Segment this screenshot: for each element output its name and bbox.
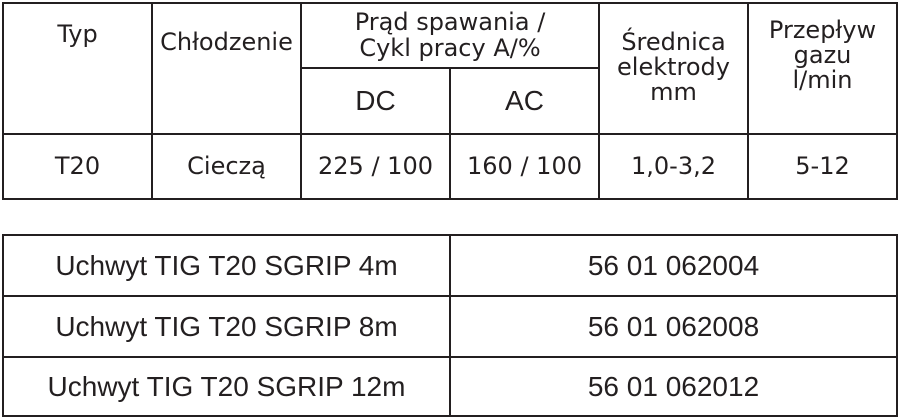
cell-ac: 160 / 100 <box>449 133 600 200</box>
header-current-line2: Cykl pracy A/% <box>359 33 541 62</box>
product-name: Uchwyt TIG T20 SGRIP 8m <box>55 310 398 342</box>
header-gas-line2: gazu <box>793 41 852 70</box>
cell-gas-text: 5-12 <box>795 151 850 180</box>
cell-type-text: T20 <box>54 151 101 180</box>
header-current-line1: Prąd spawania / <box>354 8 546 37</box>
header-gas-line3: l/min <box>792 66 853 95</box>
header-electrode-line1: Średnica <box>621 28 726 56</box>
product-name: Uchwyt TIG T20 SGRIP 12m <box>47 370 406 402</box>
header-dc: DC <box>300 67 451 135</box>
header-ac: AC <box>449 67 600 135</box>
header-gas-line1: Przepływ <box>768 16 877 44</box>
header-current: Prąd spawania / Cykl pracy A/% <box>300 2 600 69</box>
header-gas: Przepływ gazu l/min <box>747 2 898 135</box>
product-code: 56 01 062004 <box>587 249 760 281</box>
product-name-cell: Uchwyt TIG T20 SGRIP 4m <box>2 234 451 297</box>
cell-type: T20 <box>2 133 153 200</box>
header-cooling-text: Chłodzenie <box>160 28 293 56</box>
header-electrode-line3: mm <box>650 78 697 107</box>
cell-ac-text: 160 / 100 <box>467 151 582 180</box>
product-code: 56 01 062012 <box>587 370 760 402</box>
cell-cooling: Cieczą <box>151 133 302 200</box>
product-name-cell: Uchwyt TIG T20 SGRIP 12m <box>2 356 451 417</box>
product-name-cell: Uchwyt TIG T20 SGRIP 8m <box>2 295 451 358</box>
product-code-cell: 56 01 062008 <box>449 295 898 358</box>
cell-dc-text: 225 / 100 <box>318 151 433 180</box>
product-code-cell: 56 01 062012 <box>449 356 898 417</box>
header-dc-text: DC <box>355 85 396 116</box>
header-electrode-line2: elektrody <box>617 53 730 82</box>
header-type-text: Typ <box>57 20 98 48</box>
cell-gas: 5-12 <box>747 133 898 200</box>
header-electrode: Średnica elektrody mm <box>598 2 749 135</box>
header-ac-text: AC <box>505 85 544 116</box>
product-name: Uchwyt TIG T20 SGRIP 4m <box>55 249 398 281</box>
cell-cooling-text: Cieczą <box>187 151 266 180</box>
cell-electrode: 1,0-3,2 <box>598 133 749 200</box>
cell-electrode-text: 1,0-3,2 <box>631 151 716 180</box>
header-type: Typ <box>2 2 153 135</box>
product-code: 56 01 062008 <box>587 310 760 342</box>
product-code-cell: 56 01 062004 <box>449 234 898 297</box>
cell-dc: 225 / 100 <box>300 133 451 200</box>
header-cooling: Chłodzenie <box>151 2 302 135</box>
